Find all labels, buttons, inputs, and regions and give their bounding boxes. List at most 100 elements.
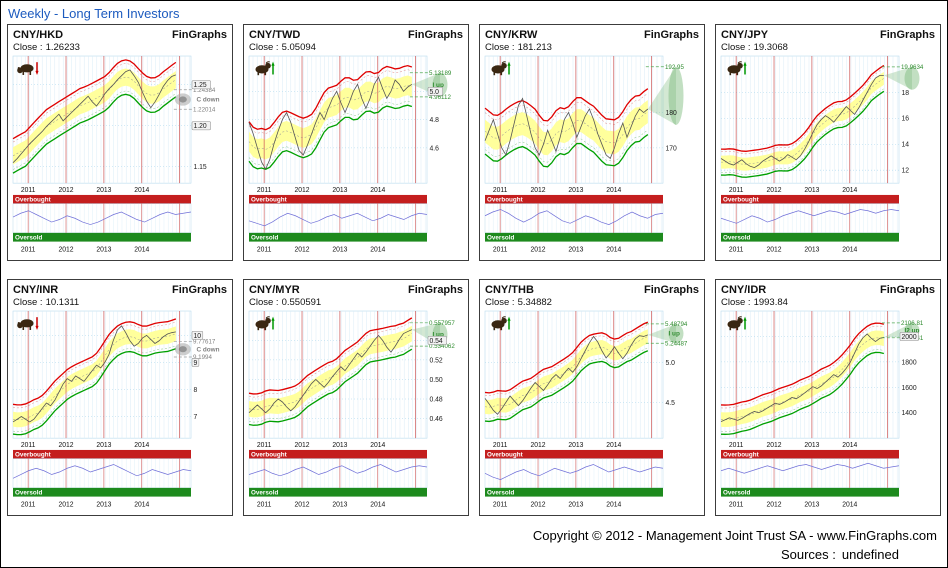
svg-text:Oversold: Oversold bbox=[723, 234, 750, 241]
svg-text:2014: 2014 bbox=[134, 187, 149, 194]
svg-text:2013: 2013 bbox=[804, 442, 819, 449]
svg-text:2011: 2011 bbox=[257, 246, 272, 253]
chart-panel: CNY/THB FinGraphs Close :5.34882 5.48794… bbox=[479, 279, 705, 516]
price-chart[interactable]: 5.48794 5.24487 I up 5.0 4.5 2011 2012 2013 2014… bbox=[483, 310, 701, 513]
svg-text:I up: I up bbox=[433, 331, 444, 338]
fingraphs-brand: FinGraphs bbox=[879, 29, 935, 41]
svg-text:4.6: 4.6 bbox=[430, 145, 440, 152]
bull-icon bbox=[255, 316, 275, 331]
svg-text:2014: 2014 bbox=[134, 501, 149, 508]
svg-text:1800: 1800 bbox=[902, 359, 917, 366]
svg-text:2012: 2012 bbox=[58, 187, 73, 194]
svg-text:2014: 2014 bbox=[606, 246, 621, 253]
svg-text:2012: 2012 bbox=[530, 187, 545, 194]
svg-text:192.95: 192.95 bbox=[665, 64, 684, 71]
fingraphs-brand: FinGraphs bbox=[643, 29, 699, 41]
svg-text:2011: 2011 bbox=[257, 501, 272, 508]
svg-text:2012: 2012 bbox=[58, 501, 73, 508]
close-row: Close :1993.84 bbox=[719, 296, 937, 310]
price-chart[interactable]: 0.557957 0.534062 I up0.54 0.52 0.50 0.48 0.46… bbox=[247, 310, 465, 513]
svg-text:2012: 2012 bbox=[294, 187, 309, 194]
svg-text:0.50: 0.50 bbox=[430, 377, 443, 384]
svg-text:2011: 2011 bbox=[257, 187, 272, 194]
price-chart[interactable]: 1.24384 1.22014 C down 1.25 1.20 1.15 2011 2012… bbox=[11, 55, 229, 258]
svg-text:2012: 2012 bbox=[530, 246, 545, 253]
fingraphs-brand: FinGraphs bbox=[643, 284, 699, 296]
pair-title: CNY/KRW bbox=[485, 29, 538, 41]
svg-text:2011: 2011 bbox=[257, 442, 272, 449]
svg-text:Overbought: Overbought bbox=[251, 452, 288, 459]
svg-text:19.9634: 19.9634 bbox=[901, 64, 924, 71]
svg-text:5.13189: 5.13189 bbox=[429, 70, 452, 77]
svg-text:9.77617: 9.77617 bbox=[193, 338, 216, 345]
svg-text:4.8: 4.8 bbox=[430, 117, 440, 124]
fingraphs-brand: FinGraphs bbox=[407, 29, 463, 41]
svg-text:0.557957: 0.557957 bbox=[429, 320, 455, 327]
svg-text:I up: I up bbox=[669, 331, 680, 338]
svg-text:Overbought: Overbought bbox=[487, 197, 524, 204]
svg-text:2013: 2013 bbox=[96, 246, 111, 253]
close-label: Close : bbox=[721, 42, 751, 53]
close-row: Close :181.213 bbox=[483, 41, 701, 55]
fingraphs-brand: FinGraphs bbox=[407, 284, 463, 296]
price-chart[interactable]: 2106.811989.41I2 up200018001600140020112… bbox=[719, 310, 937, 513]
svg-text:2013: 2013 bbox=[568, 246, 583, 253]
bull-icon bbox=[255, 61, 275, 76]
close-row: Close :0.550591 bbox=[247, 296, 465, 310]
svg-text:5.48794: 5.48794 bbox=[665, 321, 688, 328]
svg-text:5.0: 5.0 bbox=[666, 360, 676, 367]
svg-text:5.0: 5.0 bbox=[430, 89, 440, 96]
svg-text:2013: 2013 bbox=[332, 187, 347, 194]
svg-text:1.15: 1.15 bbox=[193, 164, 206, 171]
svg-text:2013: 2013 bbox=[568, 187, 583, 194]
sources-label: Sources : bbox=[780, 547, 836, 562]
svg-text:16: 16 bbox=[902, 116, 910, 123]
svg-text:2012: 2012 bbox=[766, 187, 781, 194]
svg-text:1.20: 1.20 bbox=[193, 123, 206, 130]
svg-text:1400: 1400 bbox=[902, 410, 917, 417]
price-chart[interactable]: 19.9634 18 16 14 12 2011 2012 2013 2014 2011 2012 2… bbox=[719, 55, 937, 258]
svg-text:Oversold: Oversold bbox=[487, 234, 514, 241]
close-value: 19.3068 bbox=[753, 42, 788, 53]
price-chart[interactable]: 192.95 180 170 2011 2012 2013 2014 2011 2012 2013… bbox=[483, 55, 701, 258]
pair-title: CNY/INR bbox=[13, 284, 59, 296]
svg-text:2014: 2014 bbox=[842, 187, 857, 194]
close-row: Close :5.34882 bbox=[483, 296, 701, 310]
svg-text:0.54: 0.54 bbox=[430, 338, 443, 345]
svg-text:2012: 2012 bbox=[58, 246, 73, 253]
chart-panel: CNY/INR FinGraphs Close :10.1311 9.77617… bbox=[7, 279, 233, 516]
close-row: Close :1.26233 bbox=[11, 41, 229, 55]
price-chart[interactable]: 5.13189 4.96112 I up5.0 4.8 4.6 2011 2012 2013 2… bbox=[247, 55, 465, 258]
svg-text:C down: C down bbox=[197, 96, 220, 103]
svg-text:2012: 2012 bbox=[530, 501, 545, 508]
svg-text:2011: 2011 bbox=[493, 442, 508, 449]
svg-text:Oversold: Oversold bbox=[487, 489, 514, 496]
page-title-link[interactable]: Weekly - Long Term Investors bbox=[8, 6, 180, 21]
svg-text:2013: 2013 bbox=[96, 442, 111, 449]
close-value: 5.05094 bbox=[281, 42, 316, 53]
bull-icon bbox=[727, 61, 747, 76]
bear-icon bbox=[17, 62, 39, 75]
svg-text:12: 12 bbox=[902, 168, 910, 175]
svg-text:0.52: 0.52 bbox=[430, 357, 443, 364]
svg-text:0.46: 0.46 bbox=[430, 416, 443, 423]
svg-text:Oversold: Oversold bbox=[251, 489, 278, 496]
svg-text:170: 170 bbox=[666, 145, 678, 152]
svg-text:2013: 2013 bbox=[804, 501, 819, 508]
svg-text:2014: 2014 bbox=[370, 187, 385, 194]
svg-text:2012: 2012 bbox=[766, 442, 781, 449]
svg-text:1.24384: 1.24384 bbox=[193, 87, 216, 94]
svg-text:9.1994: 9.1994 bbox=[193, 354, 212, 361]
svg-text:180: 180 bbox=[666, 110, 678, 117]
close-value: 1993.84 bbox=[753, 297, 788, 308]
svg-text:18: 18 bbox=[902, 90, 910, 97]
chart-panel: CNY/MYR FinGraphs Close :0.550591 0.5579… bbox=[243, 279, 469, 516]
svg-text:0.48: 0.48 bbox=[430, 396, 443, 403]
close-label: Close : bbox=[721, 297, 751, 308]
svg-text:8: 8 bbox=[193, 387, 197, 394]
close-value: 1.26233 bbox=[45, 42, 80, 53]
svg-text:2014: 2014 bbox=[842, 501, 857, 508]
svg-text:2013: 2013 bbox=[332, 442, 347, 449]
close-value: 181.213 bbox=[517, 42, 552, 53]
